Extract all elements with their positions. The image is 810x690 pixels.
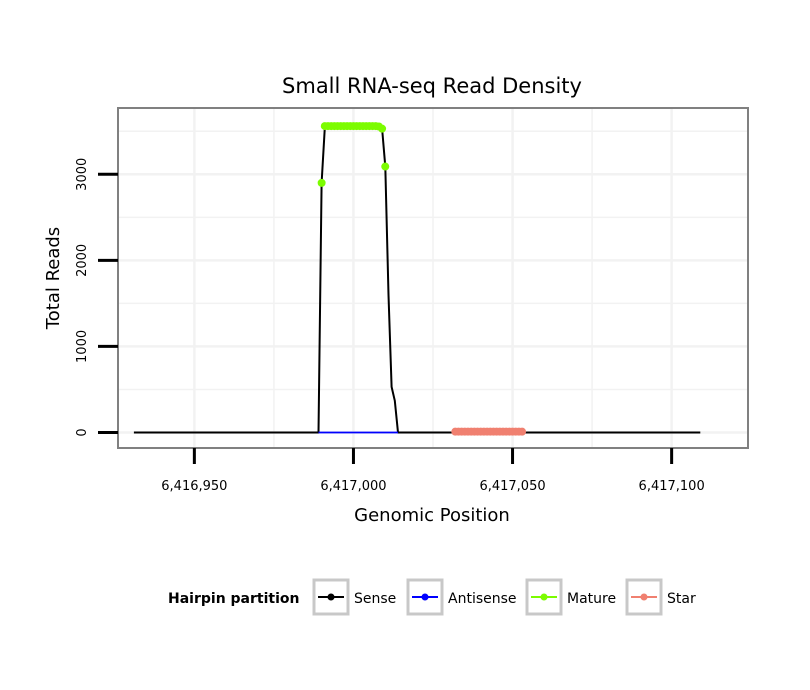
legend-dot-mature [540,593,548,601]
y-tick-label: 0 [75,428,90,436]
y-tick-label: 2000 [75,244,90,277]
x-tick-label: 6,417,050 [479,479,545,494]
legend-dot-antisense [421,593,429,601]
x-axis-title: Genomic Position [354,505,510,526]
data-series [133,122,701,436]
y-tick-label: 3000 [75,158,90,191]
legend-dot-star [640,593,648,601]
legend-label-antisense: Antisense [448,591,517,607]
star-data-point [518,427,527,436]
axes: 6,416,950 6,417,000 6,417,050 6,417,100 0 100… [75,158,705,494]
legend-title: Hairpin partition [168,591,299,607]
sense-series-line [133,125,701,434]
mature-data-point [378,124,387,133]
y-axis-title: Total Reads [43,227,64,330]
legend-label-mature: Mature [567,591,616,607]
legend: Hairpin partition Sense Antisense Mature St… [168,578,696,616]
mature-data-point [381,162,390,171]
plot-border [117,107,749,449]
legend-label-star: Star [667,591,696,607]
y-tick-label: 1000 [75,330,90,363]
x-tick-label: 6,417,000 [320,479,386,494]
x-tick-label: 6,416,950 [161,479,227,494]
legend-dot-sense [327,593,335,601]
chart-title: Small RNA-seq Read Density [282,74,582,98]
x-tick-label: 6,417,100 [639,479,705,494]
legend-label-sense: Sense [354,591,396,607]
mature-data-point [317,178,326,187]
